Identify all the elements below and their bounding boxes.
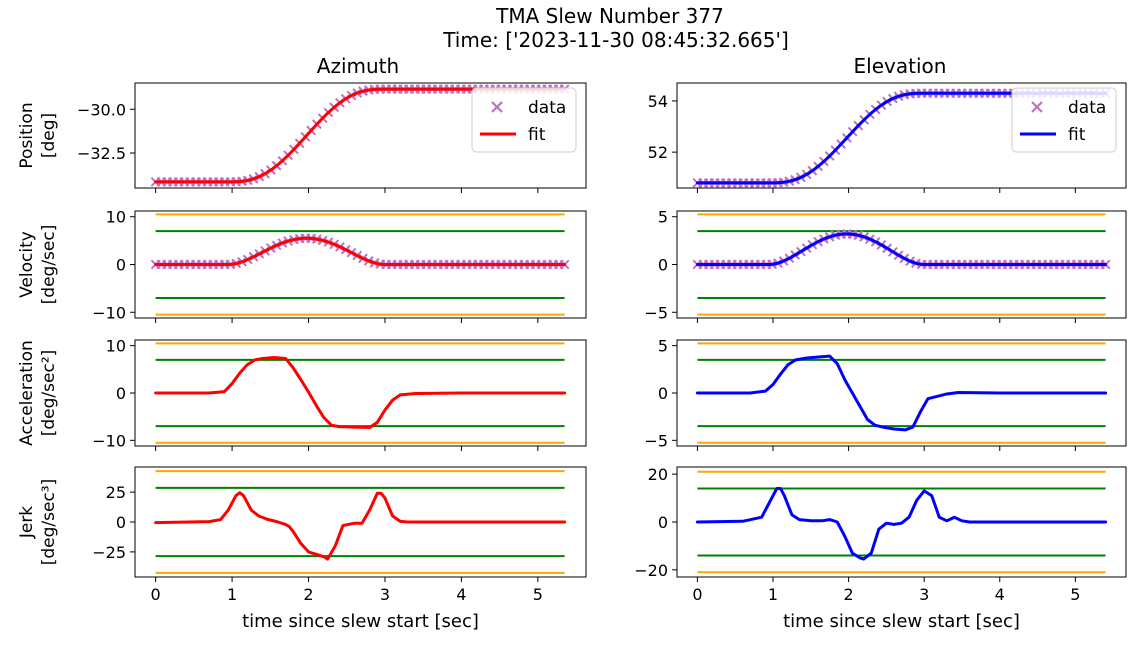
panel-az-position: −30.0 −32.5 Position [deg] data fit bbox=[17, 82, 587, 193]
y-axis-unit: [deg/sec²] bbox=[39, 350, 59, 437]
azimuth-column-title: Azimuth bbox=[317, 54, 399, 78]
y-tick-label: −10 bbox=[92, 303, 126, 322]
elevation-column-title: Elevation bbox=[854, 54, 947, 78]
x-tick-label: 1 bbox=[227, 585, 237, 604]
figure-title-line2: Time: ['2023-11-30 08:45:32.665'] bbox=[442, 28, 789, 52]
plot-area bbox=[150, 213, 570, 316]
legend-data-marker bbox=[491, 101, 503, 113]
axes-frame bbox=[134, 82, 587, 189]
y-tick-label: 20 bbox=[648, 465, 668, 484]
y-axis-unit: [deg/sec³] bbox=[39, 479, 59, 566]
y-tick-label: 0 bbox=[658, 384, 668, 403]
figure-title-line1: TMA Slew Number 377 bbox=[495, 4, 724, 28]
legend-frame bbox=[1011, 87, 1117, 153]
y-axis-label: Acceleration bbox=[17, 340, 37, 446]
legend-data-marker bbox=[1031, 101, 1043, 113]
x-tick-label: 0 bbox=[151, 585, 161, 604]
y-axis-label: Position bbox=[17, 102, 37, 168]
y-tick-label: −20 bbox=[634, 561, 668, 580]
y-tick-label: −25 bbox=[92, 543, 126, 562]
y-tick-label: −5 bbox=[644, 303, 668, 322]
legend-frame bbox=[471, 87, 577, 153]
panel-az-jerk: 25 0 −25 0 1 2 3 4 5 time since slew start [sec] J… bbox=[17, 466, 587, 632]
fit-line bbox=[154, 491, 567, 561]
y-tick-label: 54 bbox=[648, 92, 668, 111]
y-tick-label: 5 bbox=[658, 208, 668, 227]
y-tick-label: 25 bbox=[106, 483, 126, 502]
x-tick-label: 4 bbox=[456, 585, 466, 604]
x-tick-label: 4 bbox=[995, 585, 1005, 604]
y-tick-label: 0 bbox=[116, 384, 126, 403]
x-tick-label: 5 bbox=[533, 585, 543, 604]
axes-frame bbox=[676, 82, 1127, 189]
panel-az-velocity: 10 0 −10 Velocity [deg/sec] bbox=[17, 208, 587, 323]
plot-area bbox=[695, 342, 1108, 444]
x-tick-label: 3 bbox=[919, 585, 929, 604]
y-axis-unit: [deg/sec] bbox=[39, 225, 59, 305]
plot-area bbox=[695, 470, 1108, 574]
y-tick-label: 0 bbox=[658, 513, 668, 532]
y-tick-label: 52 bbox=[648, 143, 668, 162]
x-tick-label: 2 bbox=[303, 585, 313, 604]
x-tick-label: 1 bbox=[768, 585, 778, 604]
y-tick-label: −5 bbox=[644, 431, 668, 450]
fit-line bbox=[154, 356, 567, 430]
y-axis-unit: [deg] bbox=[39, 113, 59, 158]
y-tick-label: 0 bbox=[116, 513, 126, 532]
x-tick-label: 0 bbox=[692, 585, 702, 604]
y-tick-label: 0 bbox=[116, 256, 126, 275]
y-tick-label: 10 bbox=[106, 337, 126, 356]
legend-label-fit: fit bbox=[528, 125, 546, 145]
y-tick-label: −10 bbox=[92, 431, 126, 450]
fit-line bbox=[695, 354, 1108, 432]
legend-label-fit: fit bbox=[1068, 125, 1086, 145]
y-tick-label: 5 bbox=[658, 337, 668, 356]
panel-el-acceleration: 5 0 −5 bbox=[644, 337, 1127, 451]
panel-az-acceleration: 10 0 −10 Acceleration [deg/sec²] bbox=[17, 337, 587, 451]
y-tick-label: 10 bbox=[106, 208, 126, 227]
legend: data fit bbox=[471, 87, 577, 153]
y-tick-label: −30.0 bbox=[77, 100, 126, 119]
panel-el-jerk: 20 0 −20 0 1 2 3 4 5 time since slew start [sec] bbox=[634, 465, 1127, 632]
x-tick-label: 5 bbox=[1070, 585, 1080, 604]
legend: data fit bbox=[1011, 87, 1117, 153]
plot-area bbox=[692, 213, 1111, 316]
y-tick-label: 0 bbox=[658, 256, 668, 275]
x-tick-label: 3 bbox=[380, 585, 390, 604]
y-axis-label: Velocity bbox=[17, 231, 37, 298]
fit-line bbox=[695, 232, 1108, 266]
panel-el-velocity: 5 0 −5 bbox=[644, 208, 1127, 323]
x-axis-label: time since slew start [sec] bbox=[242, 611, 479, 632]
y-tick-label: −32.5 bbox=[77, 144, 126, 163]
x-tick-label: 2 bbox=[843, 585, 853, 604]
y-axis-label: Jerk bbox=[17, 506, 37, 539]
fit-line bbox=[154, 236, 567, 266]
legend-label-data: data bbox=[528, 98, 566, 118]
legend-label-data: data bbox=[1068, 98, 1106, 118]
fit-line bbox=[695, 487, 1108, 561]
plot-area bbox=[154, 342, 567, 444]
x-axis-label: time since slew start [sec] bbox=[783, 611, 1020, 632]
panel-el-position: 54 52 data fit bbox=[648, 82, 1127, 193]
plot-area bbox=[154, 470, 567, 574]
